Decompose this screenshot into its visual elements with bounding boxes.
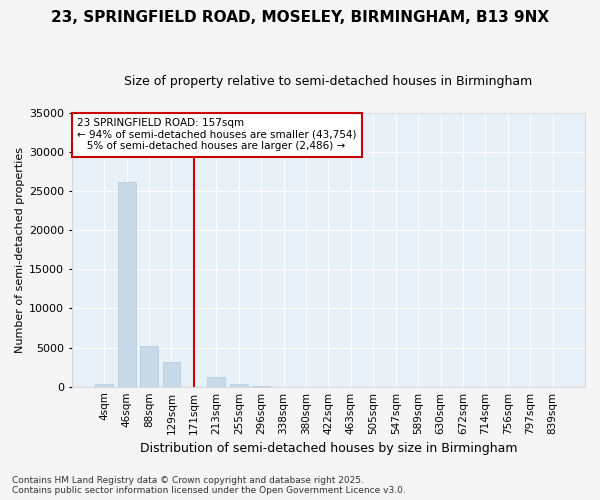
Title: Size of property relative to semi-detached houses in Birmingham: Size of property relative to semi-detach… (124, 75, 533, 88)
Text: 23 SPRINGFIELD ROAD: 157sqm
← 94% of semi-detached houses are smaller (43,754)
 : 23 SPRINGFIELD ROAD: 157sqm ← 94% of sem… (77, 118, 356, 152)
Bar (208, 378, 226, 386)
Bar (118, 182, 136, 386)
Bar (163, 362, 181, 386)
Y-axis label: Number of semi-detached properties: Number of semi-detached properties (15, 146, 25, 352)
Bar (230, 384, 248, 386)
Text: Contains HM Land Registry data © Crown copyright and database right 2025.
Contai: Contains HM Land Registry data © Crown c… (12, 476, 406, 495)
Bar (95, 384, 113, 386)
X-axis label: Distribution of semi-detached houses by size in Birmingham: Distribution of semi-detached houses by … (140, 442, 517, 455)
Bar (140, 346, 158, 387)
Text: 23, SPRINGFIELD ROAD, MOSELEY, BIRMINGHAM, B13 9NX: 23, SPRINGFIELD ROAD, MOSELEY, BIRMINGHA… (51, 10, 549, 25)
